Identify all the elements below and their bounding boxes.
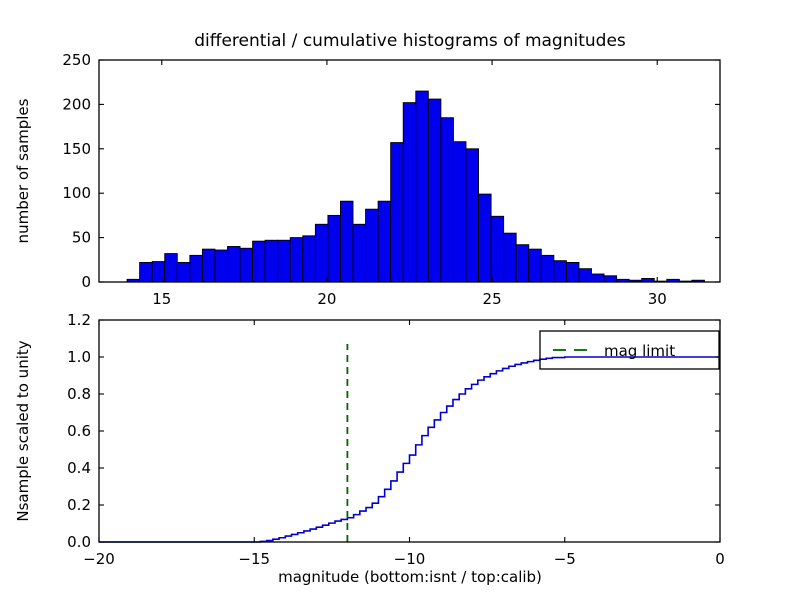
histogram-bar: [290, 238, 303, 282]
histogram-bar: [416, 91, 429, 282]
histogram-bar: [604, 276, 617, 282]
x-tick-label: 15: [152, 290, 171, 308]
histogram-bar: [303, 236, 316, 282]
histogram-bar: [202, 249, 215, 282]
histogram-bar: [529, 249, 542, 282]
x-tick-label: 30: [648, 290, 667, 308]
histogram-bar: [554, 261, 567, 282]
histogram-bar: [215, 250, 228, 282]
histogram-bar: [328, 215, 341, 282]
y-tick-label: 150: [62, 140, 91, 158]
histogram-bar: [504, 233, 517, 282]
y-tick-label: 0.8: [67, 385, 91, 403]
histogram-bar: [177, 262, 190, 282]
y-tick-label: 1.0: [67, 348, 91, 366]
x-tick-label: −15: [238, 550, 270, 568]
y-tick-label: 250: [62, 51, 91, 69]
y-tick-label: 1.2: [67, 311, 91, 329]
histogram-bar: [366, 209, 379, 282]
x-tick-label: 20: [317, 290, 336, 308]
y-tick-label: 0.2: [67, 496, 91, 514]
histogram-bar: [165, 254, 178, 282]
figure-background: [0, 0, 800, 600]
histogram-bar: [579, 269, 592, 282]
histogram-bar: [278, 240, 291, 282]
histogram-bar: [491, 216, 504, 282]
x-tick-label: 25: [483, 290, 502, 308]
histogram-bar: [152, 262, 165, 282]
y-tick-label: 0.4: [67, 459, 91, 477]
y-tick-label: 200: [62, 95, 91, 113]
histogram-bar: [140, 262, 153, 282]
histogram-bar: [190, 255, 203, 282]
histogram-bar: [453, 142, 466, 282]
histogram-bar: [516, 245, 529, 282]
y-tick-label: 100: [62, 184, 91, 202]
bottom-y-axis-label: Nsample scaled to unity: [14, 340, 32, 521]
legend-label-mag-limit: mag limit: [604, 342, 675, 360]
y-tick-label: 0.6: [67, 422, 91, 440]
histogram-bar: [227, 246, 240, 282]
y-tick-label: 0: [81, 273, 91, 291]
histogram-bar: [340, 201, 353, 282]
histogram-bar: [403, 103, 416, 282]
histogram-bar: [378, 201, 391, 282]
bottom-x-axis-label: magnitude (bottom:isnt / top:calib): [278, 568, 542, 586]
x-tick-label: −10: [394, 550, 426, 568]
top-y-axis-label: number of samples: [14, 98, 32, 243]
y-tick-label: 50: [72, 229, 91, 247]
histogram-bar: [265, 240, 278, 282]
x-tick-label: −20: [83, 550, 115, 568]
y-tick-label: 0.0: [67, 533, 91, 551]
histogram-bar: [479, 194, 492, 282]
page-title: differential / cumulative histograms of …: [194, 31, 626, 51]
x-tick-label: 0: [715, 550, 725, 568]
histogram-bar: [391, 143, 404, 282]
histogram-bar: [240, 248, 253, 282]
histogram-bar: [315, 224, 328, 282]
x-tick-label: −5: [554, 550, 576, 568]
histogram-bar: [566, 262, 579, 282]
figure-canvas: differential / cumulative histograms of …: [0, 0, 800, 600]
matplotlib-figure: differential / cumulative histograms of …: [0, 0, 800, 600]
histogram-bar: [428, 99, 441, 282]
histogram-bar: [541, 255, 554, 282]
histogram-bar: [592, 274, 605, 282]
histogram-bar: [466, 149, 479, 282]
histogram-bar: [253, 241, 266, 282]
histogram-bar: [353, 224, 366, 282]
histogram-bar: [441, 118, 454, 282]
